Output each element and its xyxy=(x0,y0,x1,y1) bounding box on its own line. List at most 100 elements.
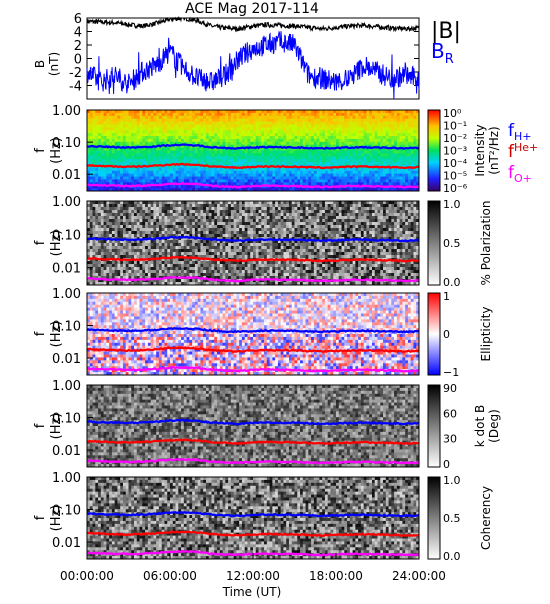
heatmap-cell xyxy=(256,127,259,130)
heatmap-cell xyxy=(131,204,134,207)
heatmap-cell xyxy=(212,246,215,249)
heatmap-cell xyxy=(137,255,140,258)
heatmap-cell xyxy=(151,213,154,216)
heatmap-cell xyxy=(156,153,159,156)
heatmap-cell xyxy=(402,182,405,185)
heatmap-cell xyxy=(137,179,140,182)
heatmap-cell xyxy=(181,267,184,270)
heatmap-cell xyxy=(317,153,320,156)
heatmap-cell xyxy=(212,261,215,264)
heatmap-cell xyxy=(339,136,342,139)
heatmap-cell xyxy=(236,270,239,273)
heatmap-cell xyxy=(217,179,220,182)
heatmap-cell xyxy=(148,133,151,136)
heatmap-cell xyxy=(250,127,253,130)
heatmap-cell xyxy=(275,119,278,122)
heatmap-cell xyxy=(90,219,93,222)
heatmap-cell xyxy=(212,213,215,216)
heatmap-cell xyxy=(200,127,203,130)
heatmap-cell xyxy=(297,136,300,139)
heatmap-cell xyxy=(256,130,259,133)
heatmap-cell xyxy=(98,273,101,276)
heatmap-cell xyxy=(267,179,270,182)
heatmap-cell xyxy=(225,130,228,133)
heatmap-cell xyxy=(220,133,223,136)
heatmap-cell xyxy=(394,116,397,119)
heatmap-cell xyxy=(153,264,156,267)
heatmap-cell xyxy=(148,273,151,276)
heatmap-cell xyxy=(228,153,231,156)
heatmap-cell xyxy=(225,116,228,119)
heatmap-cell xyxy=(330,139,333,142)
heatmap-cell xyxy=(93,142,96,145)
heatmap-cell xyxy=(156,113,159,116)
heatmap-cell xyxy=(281,171,284,174)
heatmap-cell xyxy=(317,177,320,180)
heatmap-cell xyxy=(369,124,372,127)
heatmap-cell xyxy=(170,156,173,159)
heatmap-cell xyxy=(134,153,137,156)
heatmap-cell xyxy=(311,159,314,162)
heatmap-cell xyxy=(308,130,311,133)
heatmap-cell xyxy=(117,124,120,127)
heatmap-cell xyxy=(164,171,167,174)
heatmap-cell xyxy=(178,264,181,267)
heatmap-cell xyxy=(375,136,378,139)
heatmap-cell xyxy=(217,156,220,159)
heatmap-cell xyxy=(95,142,98,145)
heatmap-cell xyxy=(314,142,317,145)
heatmap-cell xyxy=(400,156,403,159)
heatmap-cell xyxy=(95,139,98,142)
heatmap-cell xyxy=(297,139,300,142)
heatmap-cell xyxy=(90,130,93,133)
heatmap-cell xyxy=(317,174,320,177)
heatmap-cell xyxy=(300,124,303,127)
heatmap-cell xyxy=(203,171,206,174)
heatmap-cell xyxy=(164,207,167,210)
heatmap-cell xyxy=(137,267,140,270)
heatmap-cell xyxy=(234,243,237,246)
heatmap-cell xyxy=(206,130,209,133)
heatmap-cell xyxy=(328,171,331,174)
heatmap-cell xyxy=(195,122,198,125)
heatmap-cell xyxy=(117,116,120,119)
heatmap-cell xyxy=(137,204,140,207)
heatmap-cell xyxy=(192,267,195,270)
heatmap-cell xyxy=(275,156,278,159)
heatmap-cell xyxy=(101,225,104,228)
heatmap-cell xyxy=(214,153,217,156)
heatmap-cell xyxy=(95,252,98,255)
heatmap-cell xyxy=(292,124,295,127)
heatmap-cell xyxy=(405,124,408,127)
heatmap-cell xyxy=(117,231,120,234)
heatmap-cell xyxy=(123,264,126,267)
heatmap-cell xyxy=(347,162,350,165)
heatmap-cell xyxy=(259,124,262,127)
heatmap-cell xyxy=(120,130,123,133)
heatmap-cell xyxy=(176,156,179,159)
heatmap-cell xyxy=(90,225,93,228)
heatmap-cell xyxy=(112,142,115,145)
heatmap-cell xyxy=(358,156,361,159)
heatmap-cell xyxy=(142,216,145,219)
heatmap-cell xyxy=(286,119,289,122)
heatmap-cell xyxy=(200,228,203,231)
heatmap-cell xyxy=(184,177,187,180)
heatmap-cell xyxy=(173,130,176,133)
heatmap-cell xyxy=(212,133,215,136)
heatmap-cell xyxy=(225,252,228,255)
heatmap-cell xyxy=(145,168,148,171)
heatmap-cell xyxy=(117,255,120,258)
heatmap-cell xyxy=(212,249,215,252)
heatmap-cell xyxy=(112,201,115,204)
heatmap-cell xyxy=(220,156,223,159)
heatmap-cell xyxy=(236,119,239,122)
heatmap-cell xyxy=(206,174,209,177)
heatmap-cell xyxy=(314,182,317,185)
heatmap-cell xyxy=(203,133,206,136)
heatmap-cell xyxy=(336,174,339,177)
heatmap-cell xyxy=(101,219,104,222)
heatmap-cell xyxy=(117,177,120,180)
heatmap-cell xyxy=(176,270,179,273)
heatmap-cell xyxy=(109,252,112,255)
